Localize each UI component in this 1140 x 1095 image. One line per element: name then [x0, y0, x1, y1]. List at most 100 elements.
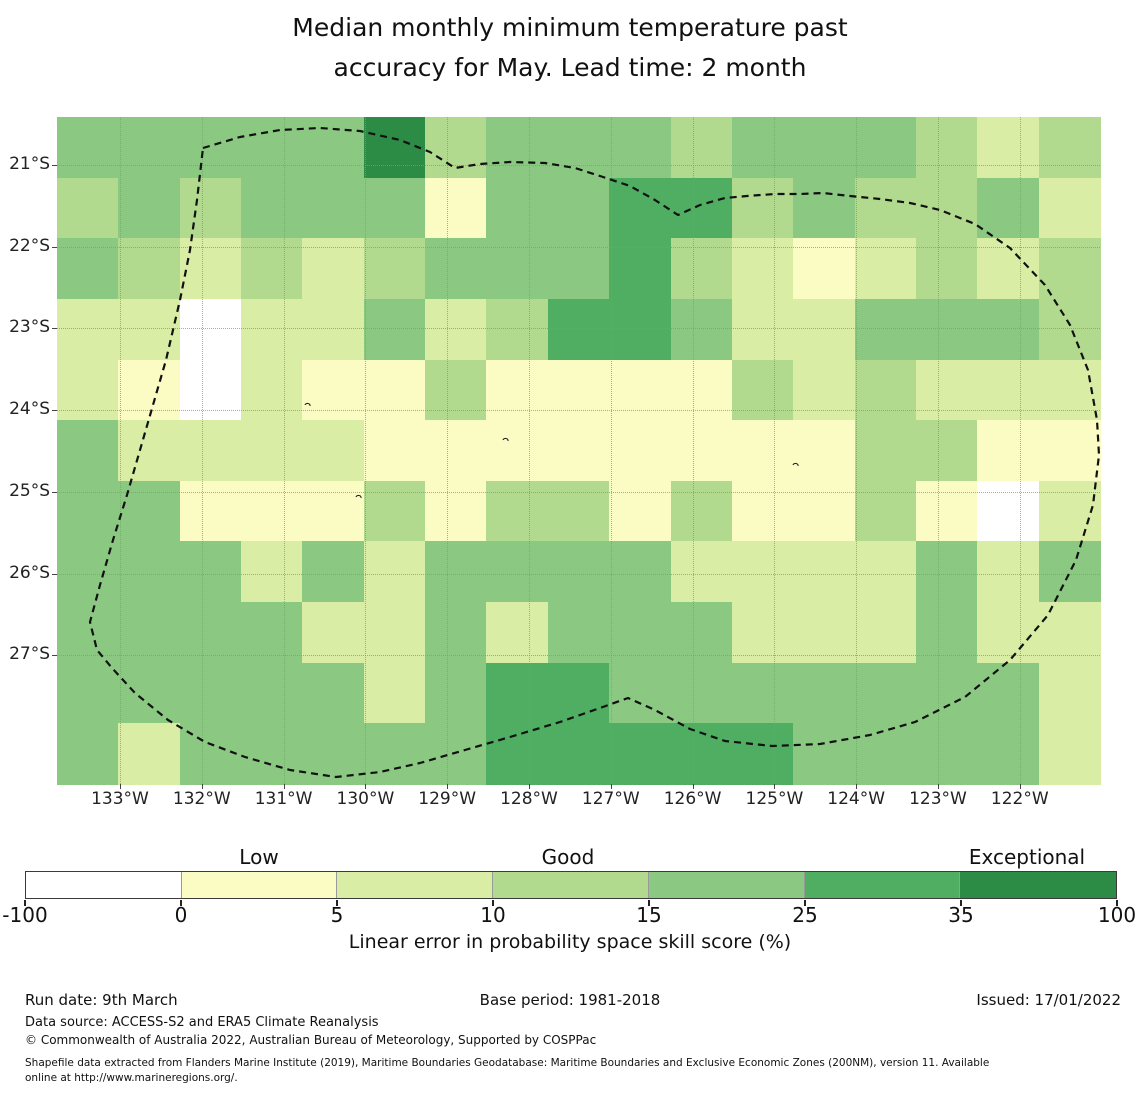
colorbar-segment: [804, 872, 961, 898]
heatmap-cell: [363, 177, 427, 240]
heatmap-cell: [302, 602, 365, 664]
heatmap-cell: [425, 420, 488, 482]
heatmap-cell: [1038, 662, 1101, 725]
contour-artifact: [355, 494, 362, 499]
chart-title: Median monthly minimum temperature past …: [0, 8, 1140, 88]
heatmap-cell: [670, 662, 733, 725]
base-period-text: Base period: 1981-2018: [479, 991, 661, 1009]
vertical-gridline: [529, 117, 530, 784]
heatmap-cell: [731, 723, 795, 785]
heatmap-cell: [486, 117, 549, 179]
heatmap-cell: [547, 662, 611, 725]
heatmap-cell: [731, 480, 795, 543]
heatmap-cell: [486, 238, 549, 300]
heatmap-cell: [302, 177, 365, 240]
heatmap-cell: [609, 298, 672, 361]
heatmap-cell: [486, 541, 549, 604]
x-axis-tick: [856, 784, 858, 789]
vertical-gridline: [1019, 117, 1021, 784]
heatmap-cell: [363, 602, 427, 664]
colorbar-tick-label: 10: [480, 903, 506, 927]
heatmap-cell: [915, 117, 979, 179]
heatmap-cell: [854, 541, 917, 604]
heatmap-cell: [793, 117, 856, 179]
heatmap-cell: [302, 541, 365, 604]
x-axis-tick: [938, 784, 939, 789]
lat-tick-label: 25°S: [9, 480, 50, 501]
colorbar-category-label: Low: [239, 845, 279, 869]
y-axis-tick: [52, 410, 57, 412]
heatmap-cell: [302, 420, 365, 482]
lon-tick-label: 130°W: [336, 789, 395, 809]
heatmap-cell: [793, 602, 856, 664]
heatmap-cell: [241, 420, 304, 482]
heatmap-cell: [302, 480, 365, 543]
heatmap-cell: [793, 480, 856, 543]
colorbar-tick-label: 25: [792, 903, 818, 927]
colorbar-axis-label: Linear error in probability space skill …: [348, 931, 792, 953]
heatmap-cell: [915, 480, 979, 543]
heatmap-cell: [977, 480, 1040, 543]
heatmap-cell: [609, 420, 672, 482]
heatmap-cell: [977, 602, 1040, 664]
heatmap-cell: [731, 177, 795, 240]
heatmap-cell: [363, 480, 427, 543]
heatmap-cell: [977, 662, 1040, 725]
heatmap-cell: [915, 420, 979, 482]
heatmap-cell: [179, 177, 243, 240]
heatmap-cell: [118, 117, 181, 179]
colorbar-tick: [24, 900, 26, 906]
heatmap-cell: [609, 541, 672, 604]
heatmap-cell: [57, 117, 120, 179]
heatmap-cell: [977, 298, 1040, 361]
heatmap-cell: [57, 298, 120, 361]
colorbar-segment: [960, 872, 1116, 898]
map-overlay: [88, 126, 1100, 779]
heatmap-cell: [1038, 420, 1101, 482]
colorbar-segment: [648, 872, 805, 898]
heatmap-cell: [241, 298, 304, 361]
heatmap-cell: [854, 177, 917, 240]
heatmap-cell: [241, 480, 304, 543]
heatmap-cell: [547, 298, 611, 361]
heatmap-cell: [57, 602, 120, 664]
y-axis-tick: [52, 165, 57, 166]
colorbar: [25, 871, 1117, 899]
issued-date-text: Issued: 17/01/2022: [976, 991, 1121, 1009]
heatmap-cell: [854, 298, 917, 361]
x-axis-tick: [365, 784, 367, 789]
colorbar-tick: [648, 900, 650, 906]
heatmap-cell: [547, 177, 611, 240]
heatmap-cell: [547, 420, 611, 482]
heatmap-cell: [118, 177, 181, 240]
heatmap-cell: [179, 117, 243, 179]
x-axis-tick: [529, 784, 530, 789]
x-axis-tick: [120, 784, 121, 789]
horizontal-gridline: [57, 410, 1100, 412]
heatmap-cell: [609, 723, 672, 785]
heatmap-cell: [57, 177, 120, 240]
heatmap-cell: [854, 662, 917, 725]
lon-tick-label: 125°W: [745, 789, 804, 809]
x-axis-tick: [283, 784, 285, 789]
horizontal-gridline: [57, 328, 1100, 330]
heatmap-cell: [854, 480, 917, 543]
heatmap-cell: [609, 602, 672, 664]
lon-tick-label: 127°W: [581, 789, 640, 809]
y-axis-tick: [52, 491, 57, 493]
x-axis-tick: [692, 784, 694, 789]
heatmap-cell: [915, 298, 979, 361]
heatmap-cell: [118, 238, 181, 300]
colorbar-tick: [492, 900, 494, 906]
colorbar-tick: [180, 900, 182, 906]
lon-tick-label: 133°W: [91, 789, 149, 809]
heatmap-cell: [241, 602, 304, 664]
colorbar-segment: [26, 872, 182, 898]
lon-tick-label: 132°W: [172, 789, 231, 809]
heatmap-cell: [179, 420, 243, 482]
shapefile-attribution-text: Shapefile data extracted from Flanders M…: [25, 1056, 1127, 1086]
heatmap-cell: [670, 420, 733, 482]
heatmap-cell: [1038, 723, 1101, 785]
heatmap-cell: [302, 662, 365, 725]
run-date-text: Run date: 9th March: [25, 991, 178, 1009]
